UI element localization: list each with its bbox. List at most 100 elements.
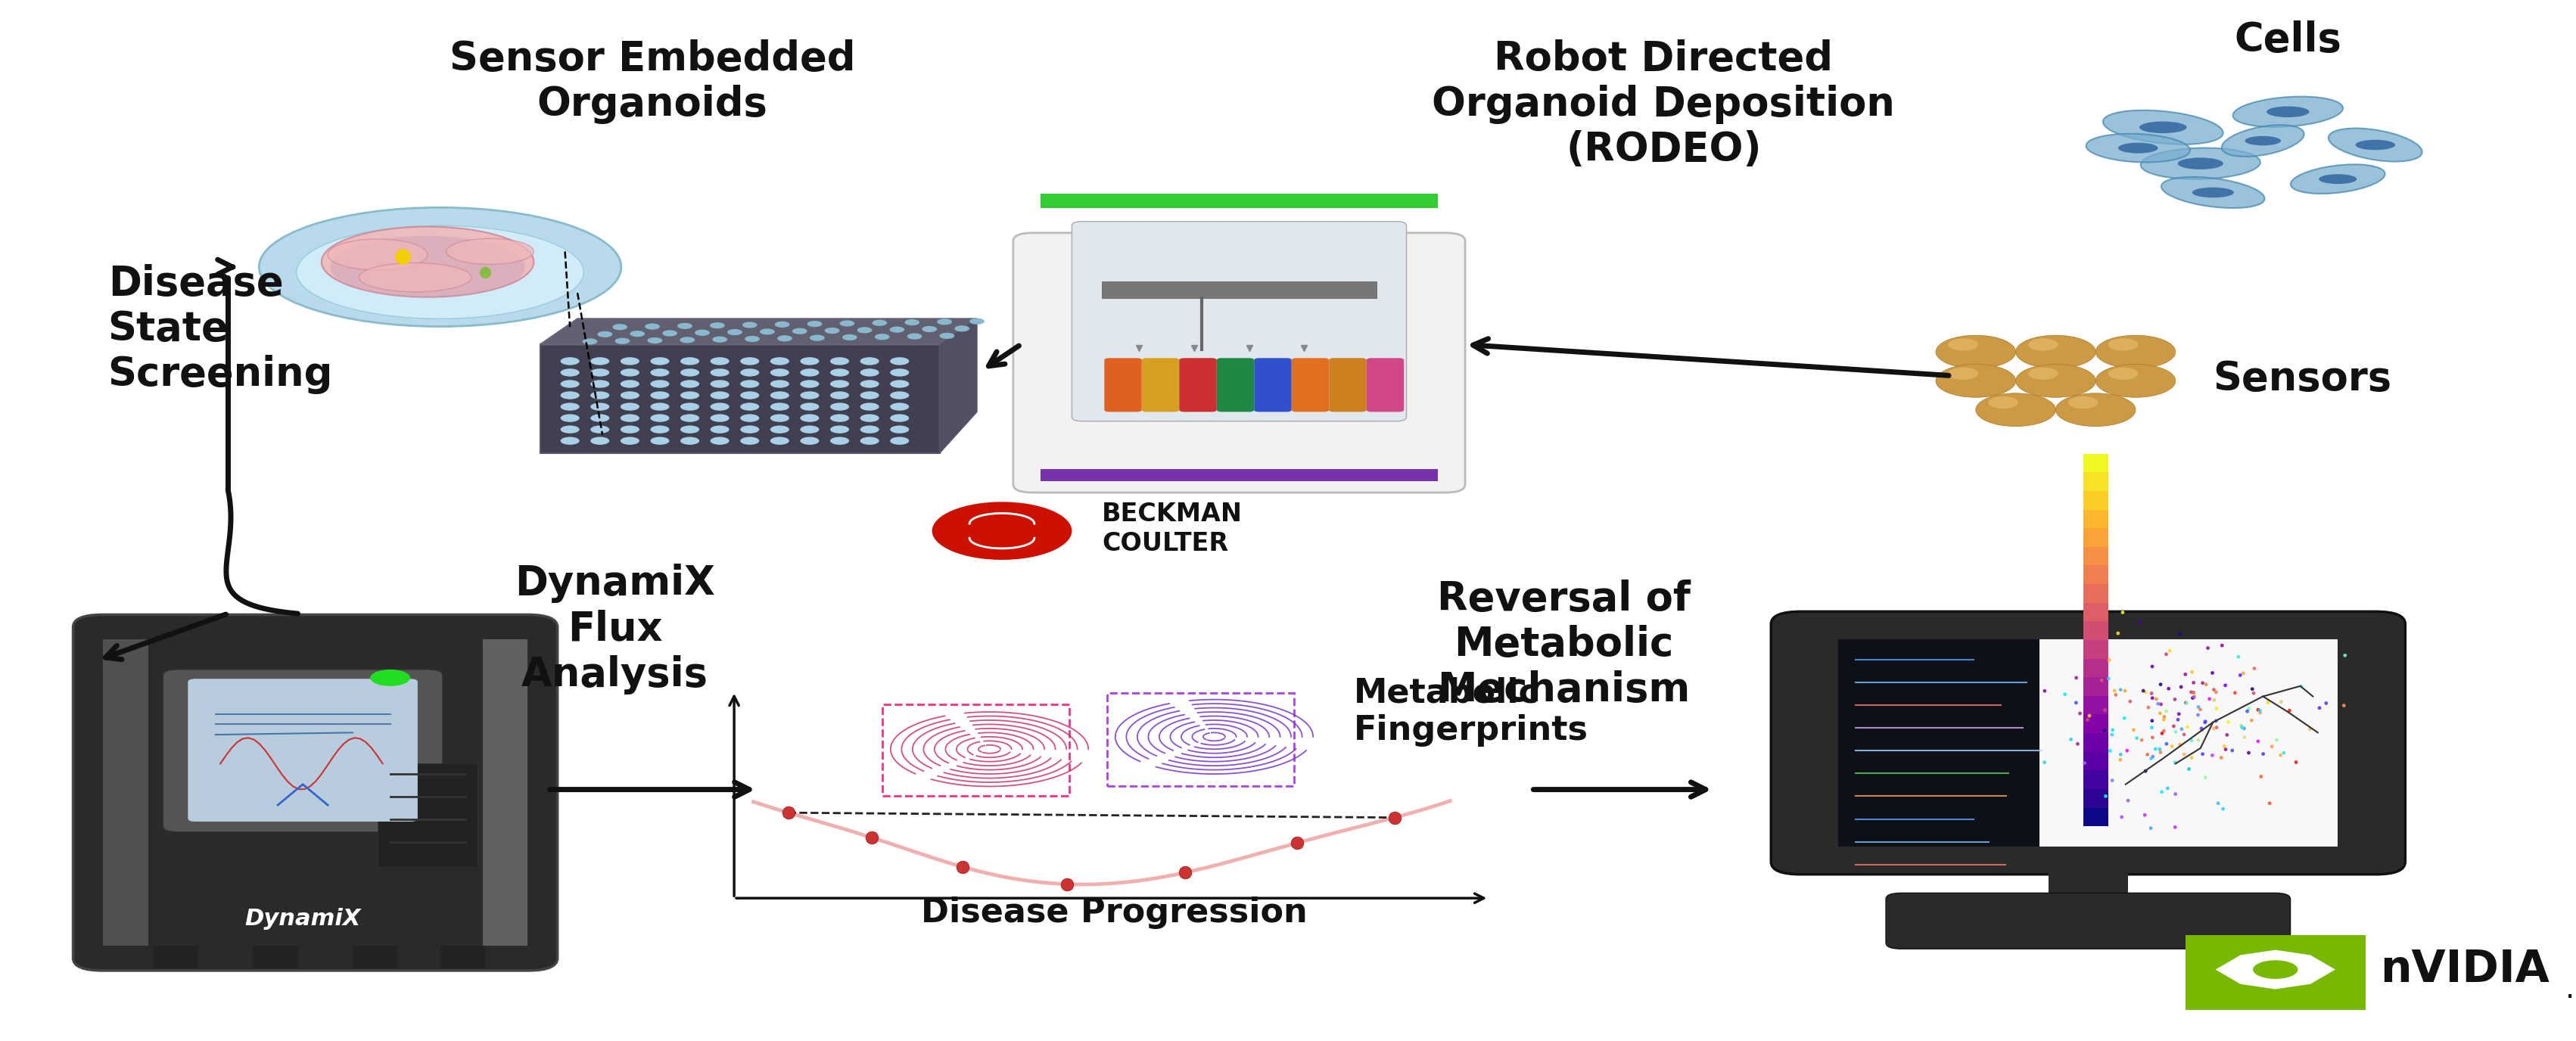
Point bbox=[2213, 685, 2254, 702]
Circle shape bbox=[829, 380, 850, 388]
Circle shape bbox=[680, 380, 698, 388]
Circle shape bbox=[680, 437, 698, 445]
Point bbox=[2138, 676, 2179, 692]
Point bbox=[2177, 699, 2218, 715]
Circle shape bbox=[711, 426, 729, 433]
Point bbox=[2099, 809, 2141, 826]
Circle shape bbox=[860, 380, 878, 388]
Point bbox=[2166, 718, 2208, 735]
Point bbox=[2099, 682, 2141, 699]
Circle shape bbox=[940, 333, 953, 339]
Point bbox=[2146, 703, 2187, 719]
Point bbox=[2056, 694, 2097, 711]
Circle shape bbox=[621, 426, 639, 433]
Point bbox=[2223, 720, 2264, 737]
Point bbox=[2184, 769, 2226, 786]
Point bbox=[2089, 742, 2130, 759]
FancyBboxPatch shape bbox=[1365, 358, 1404, 412]
Point bbox=[2143, 709, 2184, 726]
Point bbox=[2205, 741, 2246, 758]
Point bbox=[2202, 738, 2244, 755]
Circle shape bbox=[708, 323, 724, 329]
Circle shape bbox=[680, 426, 698, 433]
Point bbox=[2125, 763, 2166, 780]
Point bbox=[2164, 746, 2205, 763]
Text: Disease
State
Screening: Disease State Screening bbox=[108, 263, 332, 395]
Circle shape bbox=[562, 437, 580, 445]
Circle shape bbox=[2094, 335, 2174, 369]
Point bbox=[2154, 786, 2195, 803]
Circle shape bbox=[871, 320, 886, 326]
Point bbox=[2117, 614, 2159, 631]
Circle shape bbox=[953, 326, 969, 332]
Bar bbox=[541, 345, 940, 453]
Circle shape bbox=[889, 357, 909, 365]
Circle shape bbox=[889, 426, 909, 433]
Circle shape bbox=[1976, 393, 2056, 427]
Circle shape bbox=[770, 437, 788, 445]
Bar bbox=[1041, 194, 1437, 208]
Circle shape bbox=[696, 330, 708, 336]
Circle shape bbox=[649, 357, 670, 365]
Bar bbox=[2081, 584, 2107, 603]
Ellipse shape bbox=[322, 227, 533, 297]
Bar bbox=[2081, 733, 2107, 752]
Ellipse shape bbox=[2177, 157, 2223, 170]
Circle shape bbox=[649, 403, 670, 410]
Circle shape bbox=[621, 369, 639, 377]
Point bbox=[2143, 722, 2184, 739]
Circle shape bbox=[649, 391, 670, 400]
Point bbox=[2154, 691, 2195, 708]
Point bbox=[2239, 705, 2280, 721]
Point bbox=[2125, 684, 2166, 701]
Point bbox=[2110, 693, 2151, 710]
Circle shape bbox=[1947, 367, 1978, 380]
Point bbox=[2202, 801, 2244, 817]
Bar bbox=[2081, 491, 2107, 510]
Point bbox=[2125, 746, 2166, 763]
Circle shape bbox=[840, 321, 855, 327]
Circle shape bbox=[873, 334, 889, 340]
Ellipse shape bbox=[330, 236, 526, 298]
Point bbox=[2177, 707, 2218, 723]
Point bbox=[2159, 626, 2200, 642]
Circle shape bbox=[711, 414, 729, 422]
Bar bbox=[379, 764, 477, 867]
Circle shape bbox=[649, 414, 670, 422]
Circle shape bbox=[801, 403, 819, 410]
FancyBboxPatch shape bbox=[162, 669, 443, 832]
Text: Sensor Embedded
Organoids: Sensor Embedded Organoids bbox=[448, 40, 855, 124]
Circle shape bbox=[739, 403, 760, 410]
Polygon shape bbox=[541, 319, 976, 345]
Circle shape bbox=[647, 337, 662, 344]
Bar bbox=[1041, 468, 1437, 481]
Point bbox=[2025, 683, 2066, 700]
Circle shape bbox=[889, 403, 909, 410]
Circle shape bbox=[1935, 335, 2014, 369]
Circle shape bbox=[829, 426, 850, 433]
Point bbox=[2154, 755, 2195, 771]
Circle shape bbox=[860, 357, 878, 365]
Circle shape bbox=[770, 414, 788, 422]
Circle shape bbox=[770, 369, 788, 377]
Point bbox=[2107, 792, 2148, 809]
Text: DynamiX
Flux
Analysis: DynamiX Flux Analysis bbox=[515, 564, 716, 694]
Bar bbox=[1103, 281, 1376, 298]
FancyBboxPatch shape bbox=[1886, 893, 2290, 948]
Point bbox=[2087, 670, 2128, 687]
Point bbox=[2306, 694, 2347, 711]
Bar bbox=[353, 946, 397, 968]
Circle shape bbox=[2027, 367, 2058, 380]
Point bbox=[2200, 750, 2241, 766]
Bar bbox=[2081, 678, 2107, 695]
Point bbox=[2195, 701, 2236, 717]
Point bbox=[2128, 700, 2169, 716]
Circle shape bbox=[842, 334, 858, 340]
Circle shape bbox=[371, 669, 410, 686]
Point bbox=[2161, 720, 2202, 737]
Point bbox=[2324, 697, 2365, 714]
FancyBboxPatch shape bbox=[1180, 358, 1216, 412]
FancyBboxPatch shape bbox=[188, 679, 417, 821]
Circle shape bbox=[621, 437, 639, 445]
Circle shape bbox=[2107, 338, 2138, 351]
